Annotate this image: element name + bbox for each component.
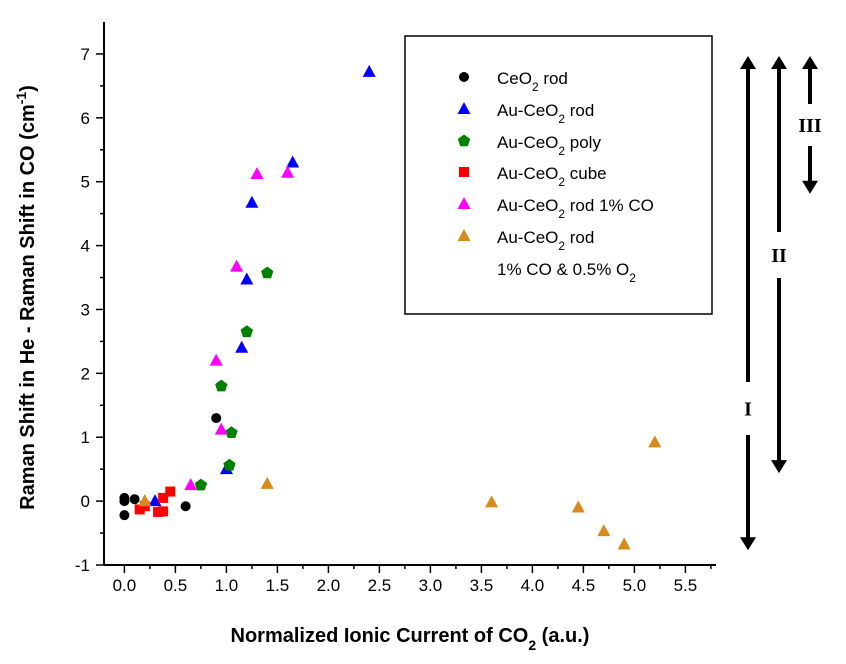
data-point-series-5	[209, 353, 223, 366]
data-point-series-6	[617, 537, 631, 550]
legend-box	[404, 35, 713, 315]
region-label: I	[744, 399, 752, 421]
data-point-series-6	[648, 435, 662, 448]
x-tick-label: 4.5	[572, 576, 596, 595]
axis-ticks: 0.0 0.5 1.0 1.5 2.0 2.5 3.0 3.5 4.0 4.5 5.0 5.5 -1 0 1…	[75, 45, 712, 595]
legend-entry: Au-CeO2 poly	[497, 133, 601, 158]
legend-marker	[459, 72, 469, 82]
region-arrow-head-down	[802, 180, 818, 194]
data-point-series-4	[134, 504, 145, 515]
data-point-series-6	[597, 524, 611, 537]
data-point-series-1	[180, 501, 191, 512]
data-point-series-4	[165, 486, 176, 497]
region-arrow-head-up	[740, 55, 756, 69]
x-tick-label: 3.5	[470, 576, 494, 595]
x-tick-label: 3.0	[419, 576, 443, 595]
data-point-series-1	[119, 492, 130, 503]
data-point-series-1	[129, 494, 140, 505]
legend-entry: Au-CeO2 rod	[497, 228, 594, 253]
region-arrow-head-up	[802, 55, 818, 69]
legend-entry: Au-CeO2 rod 1% CO	[497, 196, 654, 221]
data-point-series-3	[215, 379, 228, 392]
data-point-series-4	[139, 501, 150, 512]
y-tick-label: 0	[81, 492, 90, 511]
data-point-series-2	[245, 195, 259, 208]
y-tick-label: 6	[81, 109, 90, 128]
data-point-series-3	[223, 458, 236, 471]
x-tick-label: 1.5	[266, 576, 290, 595]
data-point-series-2	[148, 494, 162, 507]
legend-marker	[459, 167, 469, 177]
legend-marker	[457, 197, 471, 209]
region-arrow-head-down	[771, 460, 787, 474]
data-points	[119, 64, 662, 550]
y-axis-title: Raman Shift in He - Raman Shift in CO (c…	[13, 85, 39, 510]
x-tick-label: 2.0	[317, 576, 341, 595]
data-point-series-4	[153, 506, 164, 517]
x-tick-label: 1.0	[215, 576, 239, 595]
legend-marker	[457, 134, 471, 147]
legend-entry: Au-CeO2 cube	[497, 164, 607, 189]
x-tick-label: 5.5	[674, 576, 698, 595]
data-point-series-5	[184, 478, 198, 491]
data-point-series-1	[211, 413, 222, 424]
x-tick-label: 4.0	[521, 576, 545, 595]
data-point-series-2	[362, 64, 376, 77]
data-point-series-5	[214, 422, 228, 435]
x-axis-title: Normalized Ionic Current of CO2 (a.u.)	[231, 625, 590, 653]
axis-titles: Normalized Ionic Current of CO2 (a.u.) Ra…	[13, 85, 589, 653]
x-tick-label: 2.5	[368, 576, 392, 595]
data-point-series-4	[158, 506, 169, 517]
data-point-series-3	[261, 266, 274, 279]
data-point-series-5	[230, 259, 244, 272]
x-tick-label: 5.0	[623, 576, 647, 595]
data-point-series-1	[119, 510, 130, 521]
data-point-series-6	[485, 495, 499, 508]
legend-entry: Au-CeO2 rod	[497, 101, 594, 126]
region-arrow-head-down	[740, 537, 756, 551]
y-tick-label: -1	[75, 556, 90, 575]
data-point-series-3	[194, 478, 208, 491]
y-tick-label: 3	[81, 300, 90, 319]
y-tick-label: 4	[81, 237, 90, 256]
data-point-series-4	[158, 492, 169, 503]
legend-marker	[457, 102, 471, 114]
legend-entry: CeO2 rod	[497, 69, 568, 94]
data-point-series-2	[235, 340, 249, 353]
data-point-series-6	[260, 476, 274, 489]
y-tick-label: 1	[81, 428, 90, 447]
legend-entry-line2: 1% CO & 0.5% O2	[497, 260, 636, 285]
data-point-series-6	[571, 500, 585, 513]
data-point-series-3	[225, 426, 238, 438]
region-arrow-head-up	[771, 55, 787, 69]
x-tick-label: 0.0	[113, 576, 137, 595]
y-tick-label: 2	[81, 364, 90, 383]
data-point-series-2	[286, 155, 300, 168]
region-label: II	[771, 245, 787, 267]
region-label: III	[798, 115, 822, 137]
data-point-series-5	[281, 165, 295, 178]
legend: CeO2 rod Au-CeO2 rod Au-CeO2 poly Au-CeO2 c…	[404, 35, 713, 315]
data-point-series-2	[240, 272, 254, 285]
data-point-series-3	[240, 325, 253, 338]
y-tick-label: 5	[81, 173, 90, 192]
y-tick-label: 7	[81, 45, 90, 64]
x-tick-label: 0.5	[164, 576, 188, 595]
legend-marker	[457, 229, 471, 241]
data-point-series-6	[138, 494, 152, 507]
data-point-series-5	[250, 167, 264, 180]
plot-axes	[103, 22, 716, 566]
